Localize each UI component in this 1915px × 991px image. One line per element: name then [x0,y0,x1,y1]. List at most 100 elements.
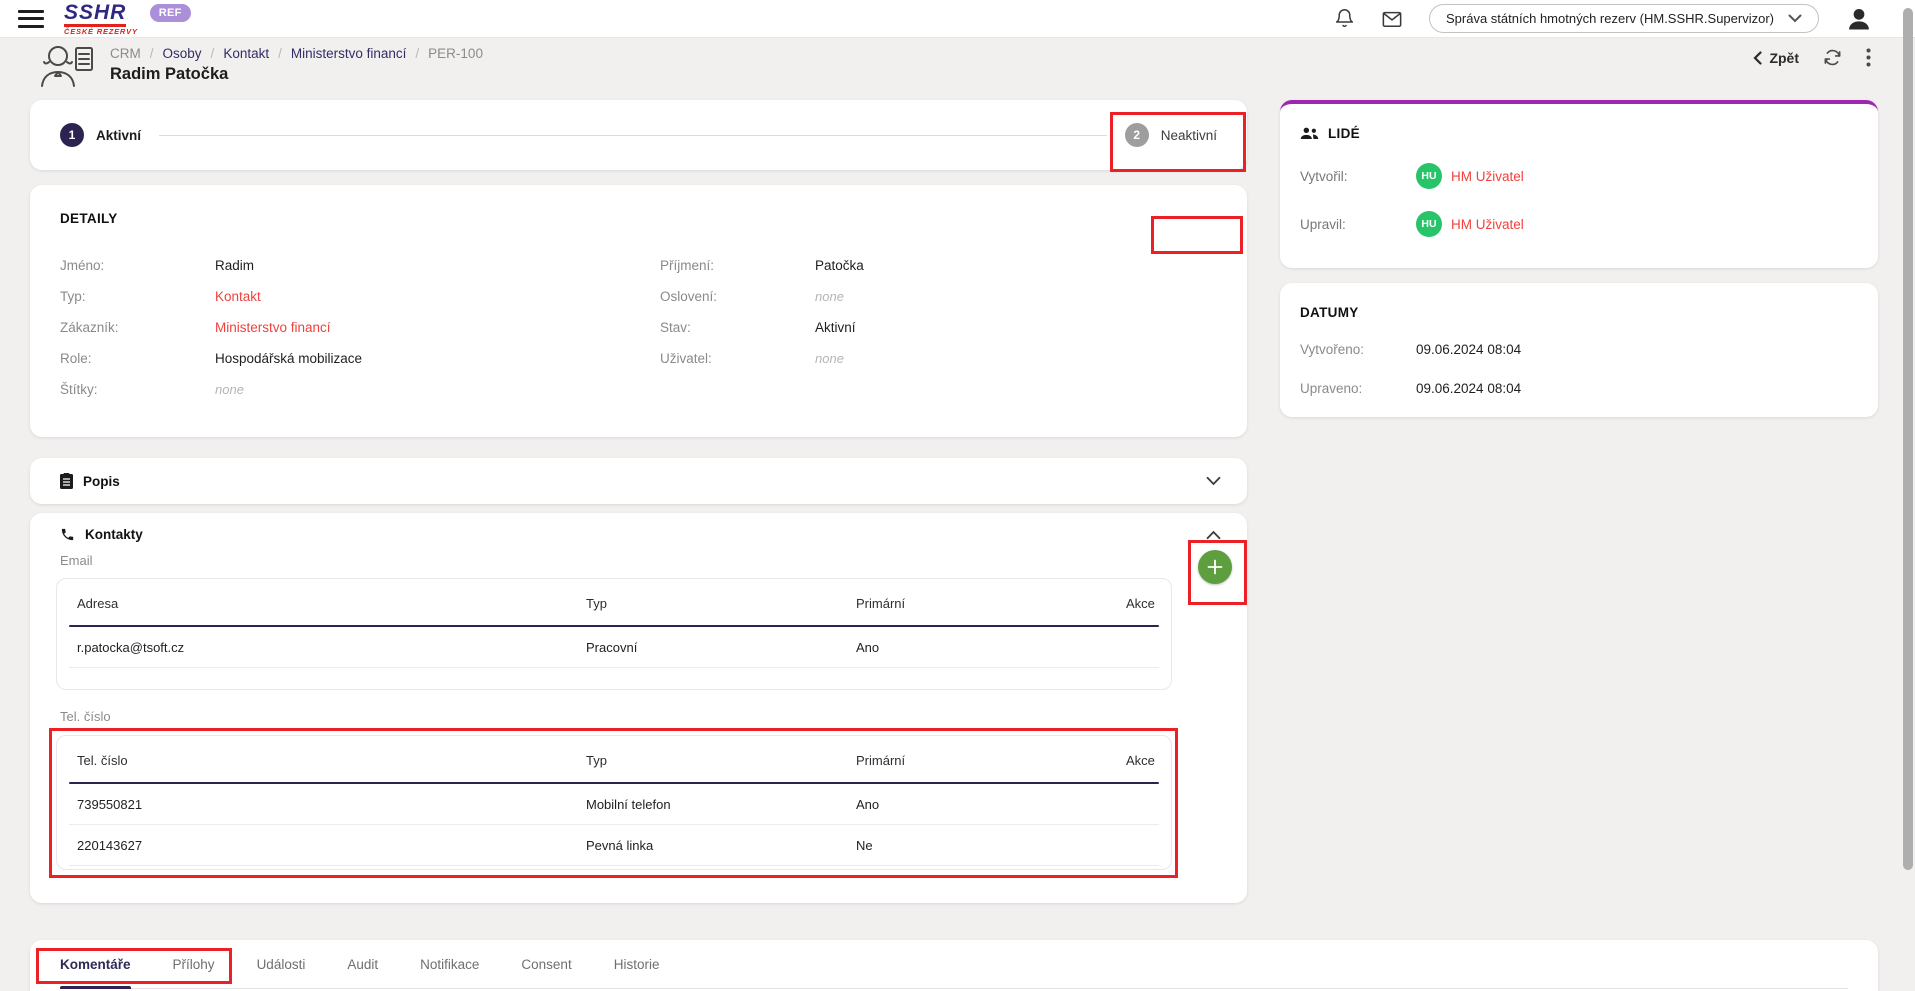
cell-telcislo: 220143627 [77,838,143,853]
table-header-rule [69,782,1159,784]
phone-table-row: 220143627 Pevná linka Ne [69,825,1159,866]
phone-table-row: 739550821 Mobilní telefon Ano [69,784,1159,825]
tab-notifikace[interactable]: Notifikace [420,956,480,972]
field-value-stav: Aktivní [815,320,856,335]
chevron-up-icon[interactable] [1206,530,1221,540]
breadcrumb-separator [415,46,419,61]
phone-table: Tel. číslo Typ Primární Akce 739550821 M… [56,735,1172,870]
email-table-row: r.patocka@tsoft.cz Pracovní Ano [69,627,1159,668]
step-label: Neaktivní [1160,127,1217,143]
breadcrumb-kontakt[interactable]: Kontakt [223,46,270,61]
created-by-link[interactable]: HM Uživatel [1451,168,1524,184]
tab-udalosti[interactable]: Události [256,956,306,972]
back-button[interactable]: Zpět [1753,50,1799,66]
bell-icon[interactable] [1334,8,1355,29]
breadcrumb-separator [150,46,154,61]
back-button-label: Zpět [1769,49,1799,66]
breadcrumb: CRM Osoby Kontakt Ministerstvo financí P… [110,46,483,61]
user-avatar-icon[interactable] [1845,5,1873,33]
tab-historie[interactable]: Historie [613,956,660,972]
stepper-connector [159,134,1107,136]
description-icon [60,473,73,489]
breadcrumb-per100: PER-100 [428,46,483,61]
breadcrumb-osoby[interactable]: Osoby [162,46,202,61]
updated-by-link[interactable]: HM Uživatel [1451,216,1524,232]
people-label: Vytvořil: [1300,168,1348,184]
refresh-icon[interactable] [1823,48,1842,67]
chevron-left-icon [1753,50,1763,65]
field-label: Příjmení: [660,258,715,273]
scrollbar-thumb[interactable] [1903,8,1913,870]
step-number-badge: 1 [60,123,84,147]
page-title: Radim Patočka [110,65,229,83]
field-value-prijmeni: Patočka [815,258,864,273]
field-label: Štítky: [60,382,98,397]
column-header: Typ [586,596,607,611]
chevron-down-icon[interactable] [1206,476,1221,486]
field-value-zakaznik-link[interactable]: Ministerstvo financí [215,320,331,335]
details-right-column: Příjmení: Patočka Oslovení: none Stav: Akti… [660,250,1217,405]
tab-audit[interactable]: Audit [347,956,379,972]
column-header: Tel. číslo [77,753,128,768]
field-label: Jméno: [60,258,105,273]
tab-consent[interactable]: Consent [521,956,572,972]
top-bar: SSHR ČESKÉ REZERVY REF Správa státních h… [0,0,1915,38]
field-value-stitky: none [215,382,244,397]
step-label: Aktivní [96,127,142,143]
add-contact-button[interactable] [1198,550,1232,584]
cell-typ: Pevná linka [586,838,654,853]
cell-primarni: Ano [856,640,880,655]
mail-icon[interactable] [1381,9,1403,29]
field-label: Oslovení: [660,289,718,304]
details-left-column: Jméno: Radim Typ: Kontakt Zákazník: Ministe… [60,250,660,405]
details-panel: DETAILY Jméno: Radim Typ: Kontakt Zákazník… [30,185,1247,437]
dates-label: Upraveno: [1300,380,1363,396]
kebab-icon[interactable] [1866,48,1871,67]
field-value-typ-link[interactable]: Kontakt [215,289,261,304]
hamburger-icon[interactable] [18,9,44,28]
field-label: Uživatel: [660,351,712,366]
people-row-upravil: Upravil: HU HM Uživatel [1300,211,1878,237]
tab-komentare[interactable]: Komentáře [60,940,131,989]
phone-section-label: Tel. číslo [60,709,111,724]
role-selector-value: Správa státních hmotných rezerv (HM.SSHR… [1446,11,1774,26]
cell-typ: Pracovní [586,640,638,655]
cell-primarni: Ne [856,838,873,853]
updated-at-value: 09.06.2024 08:04 [1416,380,1522,396]
logo-sub-text: ČESKÉ REZERVY [64,26,138,36]
popis-accordion[interactable]: Popis [30,458,1247,504]
details-title: DETAILY [60,211,118,226]
column-header: Akce [1126,596,1155,611]
role-selector[interactable]: Správa státních hmotných rezerv (HM.SSHR… [1429,4,1819,33]
dates-title: DATUMY [1300,305,1359,320]
dates-row-vytvoreno: Vytvořeno: 09.06.2024 08:04 [1300,339,1878,359]
plus-icon [1207,559,1223,575]
email-section-label: Email [60,553,93,568]
people-title: LIDÉ [1328,126,1360,141]
cell-adresa: r.patocka@tsoft.cz [77,640,185,655]
tab-prilohy[interactable]: Přílohy [172,956,215,972]
phone-table-header: Tel. číslo Typ Primární Akce [69,736,1159,782]
cell-primarni: Ano [856,797,880,812]
breadcrumb-zone: CRM Osoby Kontakt Ministerstvo financí P… [0,38,1915,94]
field-label: Role: [60,351,92,366]
field-label: Typ: [60,289,86,304]
dates-row-upraveno: Upraveno: 09.06.2024 08:04 [1300,378,1878,398]
field-value-osloveni: none [815,289,844,304]
phone-icon [61,528,74,541]
popis-title: Popis [83,473,120,489]
stepper-step-neaktivni[interactable]: 2 Neaktivní [1124,123,1217,147]
stepper-step-aktivni[interactable]: 1 Aktivní [60,123,141,147]
avatar: HU [1416,163,1442,189]
step-number-badge: 2 [1124,123,1149,147]
column-header: Typ [586,753,607,768]
cell-typ: Mobilní telefon [586,797,671,812]
kontakty-title: Kontakty [85,527,143,542]
top-bar-actions: Správa státních hmotných rezerv (HM.SSHR… [1334,4,1897,33]
people-panel: LIDÉ Vytvořil: HU HM Uživatel Upravil: H… [1280,100,1878,268]
breadcrumb-crm: CRM [110,46,141,61]
breadcrumb-ministerstvo[interactable]: Ministerstvo financí [290,46,407,61]
column-header: Adresa [77,596,119,611]
logo-brand-text: SSHR [64,2,127,27]
